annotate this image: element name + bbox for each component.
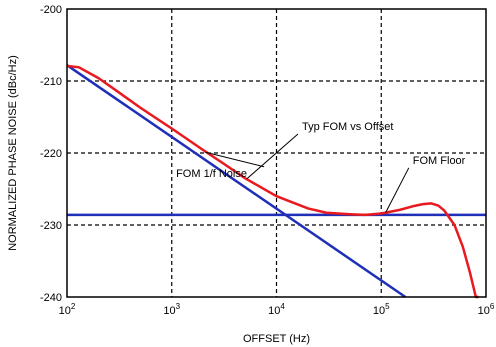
typ-fom-curve xyxy=(66,64,479,299)
annotation-fom-1f: FOM 1/f Noise xyxy=(176,168,247,180)
y-tick-label: -240 xyxy=(40,292,62,304)
x-tick-base: 10 xyxy=(268,305,280,317)
annotations: Typ FOM vs Offset FOM 1/f Noise FOM Floor xyxy=(176,121,466,213)
x-axis-label: OFFSET (Hz) xyxy=(243,333,310,345)
y-tick-label: -210 xyxy=(40,76,62,88)
y-tick-label: -220 xyxy=(40,148,62,160)
y-tick-labels: -200 -210 -220 -230 -240 xyxy=(40,4,62,304)
annotation-fom-1f-leader xyxy=(205,151,265,168)
x-tick-label: 103 xyxy=(163,302,180,317)
y-axis-label: NORMALIZED PHASE NOISE (dBc/Hz) xyxy=(7,55,19,251)
x-tick-label: 104 xyxy=(268,302,285,317)
plot-frame xyxy=(66,8,487,298)
data-series xyxy=(66,64,486,299)
x-tick-label: 106 xyxy=(478,302,495,317)
x-tick-exponent: 2 xyxy=(71,302,76,311)
annotation-typ-fom-leader xyxy=(246,133,299,180)
y-tick-label: -230 xyxy=(40,220,62,232)
fom-1f-noise-line xyxy=(66,64,407,299)
x-tick-base: 10 xyxy=(373,305,385,317)
x-tick-labels: 102 103 104 105 106 xyxy=(59,302,495,317)
x-tick-exponent: 6 xyxy=(490,302,495,311)
x-tick-base: 10 xyxy=(59,305,71,317)
x-tick-exponent: 4 xyxy=(280,302,285,311)
x-tick-exponent: 5 xyxy=(385,302,390,311)
y-tick-label: -200 xyxy=(40,4,62,16)
x-tick-label: 102 xyxy=(59,302,76,317)
x-tick-base: 10 xyxy=(163,305,175,317)
x-tick-label: 105 xyxy=(373,302,390,317)
x-tick-exponent: 3 xyxy=(176,302,181,311)
x-tick-base: 10 xyxy=(478,305,490,317)
annotation-fom-floor: FOM Floor xyxy=(413,155,466,167)
annotation-fom-floor-leader xyxy=(385,167,410,213)
annotation-typ-fom: Typ FOM vs Offset xyxy=(302,121,393,133)
